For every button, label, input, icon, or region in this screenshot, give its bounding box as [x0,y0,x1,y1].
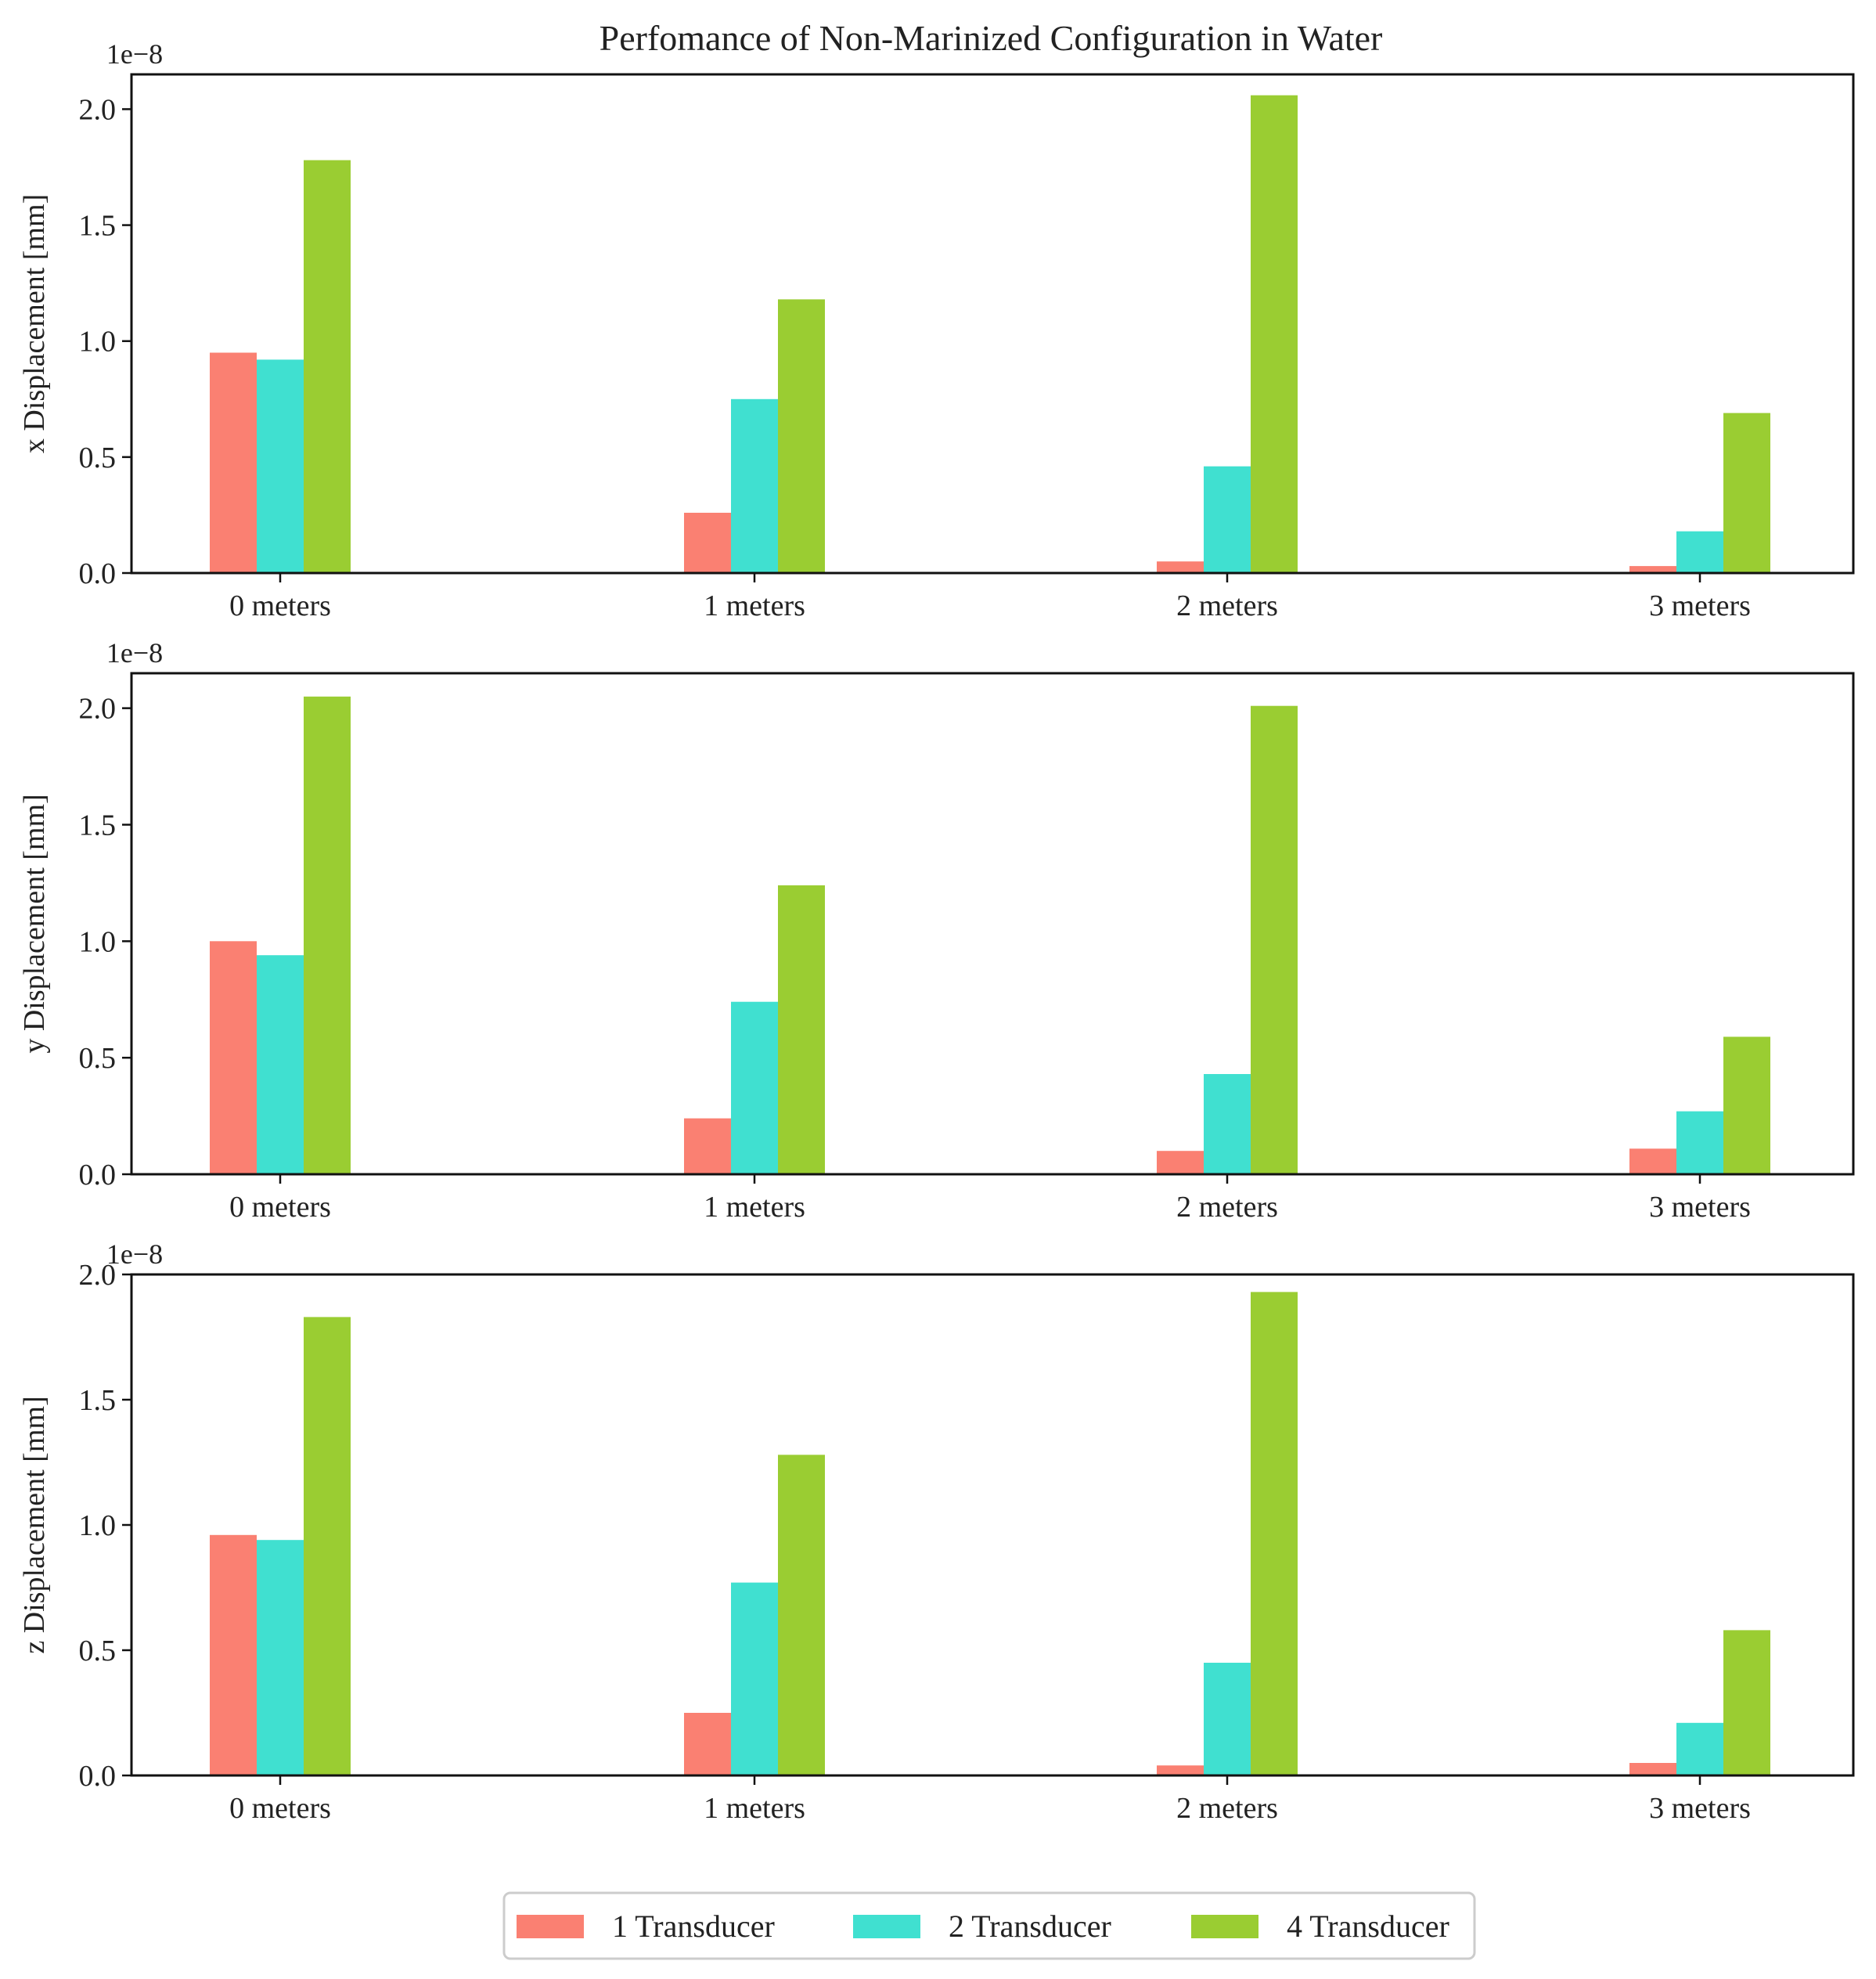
bar [731,1001,778,1174]
axis-offset-label: 1e−8 [106,637,163,669]
y-axis-label: y Displacement [mm] [18,794,51,1053]
legend-label: 2 Transducer [949,1909,1111,1944]
x-tick-label: 0 meters [229,589,331,622]
bar [210,352,257,573]
x-tick-label: 0 meters [229,1792,331,1825]
bar [257,955,304,1174]
bar [1251,1292,1298,1775]
y-tick-label: 1.5 [79,809,117,842]
x-tick-label: 1 meters [704,1191,805,1224]
bar [1629,1148,1676,1174]
legend-label: 4 Transducer [1287,1909,1449,1944]
y-tick-label: 1.0 [79,925,117,958]
bar [1157,1765,1204,1775]
y-axis-label: x Displacement [mm] [18,194,51,453]
axes-frame [130,672,1855,1176]
y-tick-label: 0.5 [79,1042,117,1075]
y-tick-label: 0.5 [79,442,117,474]
legend: 1 Transducer 2 Transducer 4 Transducer [502,1891,1476,1960]
axes-frame [130,73,1855,575]
bar [1157,1151,1204,1174]
legend-swatch [1191,1915,1258,1938]
bar [1251,705,1298,1174]
bar [1723,1036,1770,1174]
y-tick-label: 2.0 [79,693,117,726]
plots-container: 0.0 0.5 1.0 1.5 2.0 0 meters 1 meters 2 meters 3… [18,38,1855,1825]
bar [304,1317,351,1775]
y-axis-label: z Displacement [mm] [18,1396,51,1653]
bar [1676,1722,1723,1775]
y-tick-label: 0.0 [79,1760,117,1793]
bar [731,398,778,573]
x-tick-label: 1 meters [704,1792,805,1825]
legend-swatch [517,1915,584,1938]
y-tick-label: 1.5 [79,210,117,243]
bar [1723,413,1770,573]
bar [1204,466,1251,573]
y-tick-label: 1.0 [79,326,117,359]
chart-title: Perfomance of Non-Marinized Configuratio… [600,18,1383,58]
y-tick-label: 0.0 [79,557,117,590]
bar [1629,1763,1676,1775]
legend-label: 1 Transducer [612,1909,775,1944]
x-tick-label: 0 meters [229,1191,331,1224]
bar [210,1534,257,1775]
axes-frame [130,1273,1855,1777]
bar [1204,1663,1251,1775]
subplot-2: 0.0 0.5 1.0 1.5 2.0 0 meters 1 meters 2 meters 3… [18,637,1855,1224]
y-tick-label: 2.0 [79,1259,117,1292]
legend-swatch [853,1915,920,1938]
bar [1204,1074,1251,1174]
axis-offset-label: 1e−8 [106,38,163,70]
bar [778,1455,825,1775]
y-tick-label: 2.0 [79,93,117,126]
bar [1251,95,1298,573]
bar [1676,1111,1723,1174]
bar [1157,561,1204,573]
bar [1676,531,1723,573]
legend-box [502,1891,1476,1960]
bar [731,1582,778,1775]
subplot-1: 0.0 0.5 1.0 1.5 2.0 0 meters 1 meters 2 meters 3… [18,38,1855,622]
x-tick-label: 3 meters [1649,1191,1751,1224]
x-tick-label: 3 meters [1649,589,1751,622]
bar [257,1540,304,1775]
x-tick-label: 2 meters [1176,589,1278,622]
y-tick-label: 1.0 [79,1509,117,1542]
bar [778,299,825,573]
x-tick-label: 2 meters [1176,1191,1278,1224]
bar [257,359,304,573]
bar [684,1713,731,1775]
x-tick-label: 1 meters [704,589,805,622]
y-tick-label: 0.5 [79,1635,117,1667]
bar [684,1118,731,1174]
bar [778,885,825,1174]
axis-offset-label: 1e−8 [106,1238,163,1270]
bar [210,941,257,1174]
bar [1629,566,1676,573]
bar [1723,1630,1770,1775]
x-tick-label: 2 meters [1176,1792,1278,1825]
y-tick-label: 1.5 [79,1384,117,1417]
bar [304,696,351,1174]
bar [684,513,731,573]
x-tick-label: 3 meters [1649,1792,1751,1825]
y-tick-label: 0.0 [79,1159,117,1191]
subplot-3: 0.0 0.5 1.0 1.5 2.0 0 meters 1 meters 2 meters 3… [18,1238,1855,1825]
bar [304,160,351,574]
